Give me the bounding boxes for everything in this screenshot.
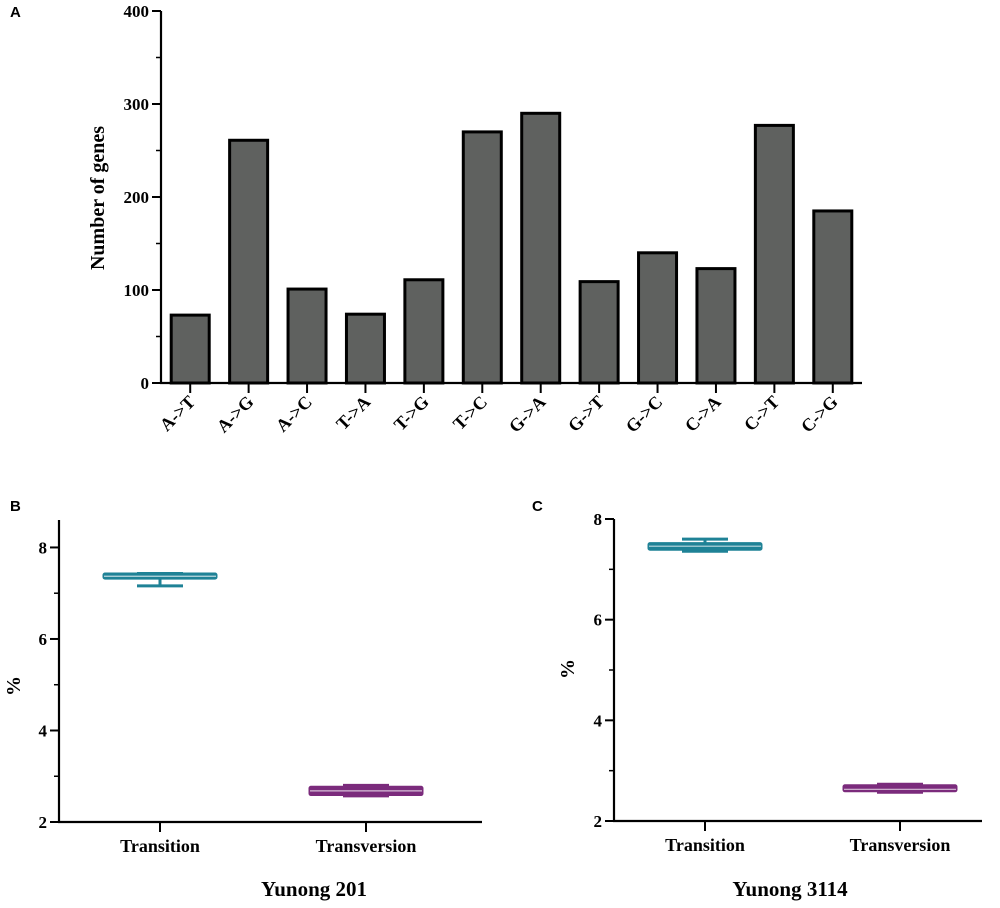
panel-a-letter: A — [10, 4, 21, 21]
panel-b-ylabel: % — [3, 676, 25, 696]
panel-a-ylabel: Number of genes — [87, 126, 109, 270]
x-tick-label: C->G — [797, 392, 842, 437]
bar-T->G — [403, 278, 445, 385]
x-tick-label: T->A — [332, 392, 374, 434]
y-tick-label: 0 — [141, 374, 150, 393]
bar-A->C — [286, 287, 328, 385]
x-tick-label: C->T — [740, 392, 783, 435]
x-tick-label: G->A — [505, 392, 550, 437]
panel-c-ylabel: % — [557, 659, 579, 679]
bar-G->T — [578, 280, 620, 385]
x-tick-label-Transition: Transition — [120, 836, 200, 856]
panel-b-letter: B — [10, 498, 21, 515]
panel-c-box-plot: Transition Transversion 2 4 6 8 — [594, 510, 982, 855]
x-tick-label: G->C — [622, 392, 667, 437]
bar-A->G — [228, 138, 270, 385]
bar-A->T — [169, 313, 211, 385]
panel-c-title: Yunong 3114 — [732, 877, 848, 901]
y-tick-label: 400 — [124, 2, 150, 21]
panel-c-letter: C — [532, 498, 543, 515]
bar-G->C — [637, 251, 679, 385]
y-tick-label: 8 — [594, 510, 603, 529]
bar-C->T — [753, 123, 795, 385]
x-tick-label: C->A — [681, 392, 725, 436]
x-tick-label-Transition: Transition — [665, 835, 745, 855]
y-tick-label: 200 — [124, 188, 150, 207]
y-tick-label: 300 — [124, 95, 150, 114]
x-tick-label: A->C — [272, 392, 316, 436]
y-tick-label: 6 — [39, 630, 48, 649]
y-tick-label: 6 — [594, 611, 603, 630]
y-tick-label: 4 — [39, 721, 48, 740]
y-tick-label: 100 — [124, 281, 150, 300]
y-tick-label: 2 — [594, 812, 603, 831]
bar-C->G — [812, 209, 854, 385]
box-Transversion — [842, 784, 958, 793]
bar-C->A — [695, 267, 737, 385]
y-tick-label: 4 — [594, 711, 603, 730]
y-tick-label: 8 — [39, 538, 48, 557]
x-tick-label: A->T — [156, 392, 199, 435]
bar-T->C — [461, 130, 503, 385]
y-tick-label: 2 — [39, 813, 48, 832]
x-tick-label: G->T — [564, 392, 608, 436]
x-tick-label-Transversion: Transversion — [850, 835, 951, 855]
x-tick-label: T->C — [449, 392, 491, 434]
x-tick-label: T->G — [390, 392, 433, 435]
x-tick-label: A->G — [213, 392, 258, 437]
panel-b-title: Yunong 201 — [261, 877, 367, 901]
x-tick-label-Transversion: Transversion — [316, 836, 417, 856]
bar-G->A — [520, 111, 562, 385]
bar-T->A — [344, 312, 386, 385]
panel-b-box-plot: Transition Transversion 2 4 6 8 — [39, 520, 482, 856]
panel-a-bar-chart: A->T A->G A->C T->A T->G T->C G->A G->T G->C C->A… — [124, 2, 862, 437]
